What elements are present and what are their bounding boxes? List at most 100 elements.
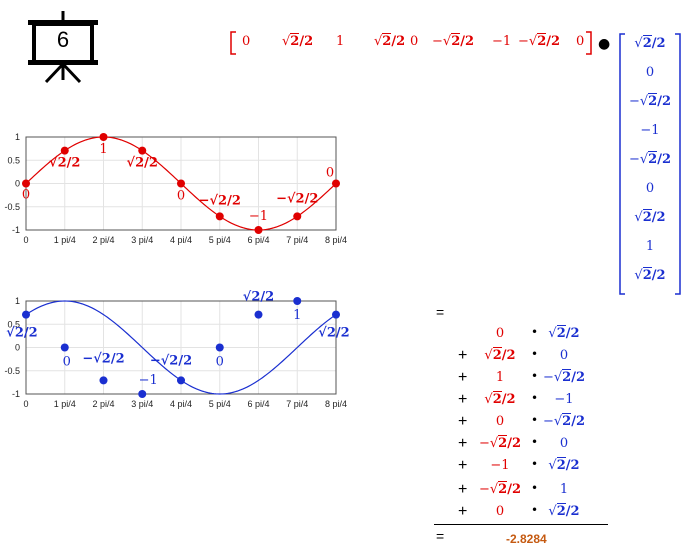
data-label: 0 bbox=[63, 355, 71, 370]
data-point bbox=[332, 310, 340, 319]
data-point bbox=[332, 179, 340, 188]
x-tick-label: 1 pi/4 bbox=[54, 235, 76, 245]
data-label: √2/2 bbox=[6, 326, 37, 341]
data-label: −1 bbox=[139, 373, 158, 388]
row-vector-entry: 1 bbox=[336, 34, 345, 49]
product-term-left: −1 bbox=[490, 458, 510, 473]
data-point bbox=[60, 146, 69, 155]
product-term-left: −√2/2 bbox=[478, 435, 522, 451]
plus-sign: + bbox=[458, 413, 468, 430]
column-vector-entry: −√2/2 bbox=[628, 93, 672, 109]
equals-sign-top: = bbox=[436, 304, 445, 320]
data-point bbox=[22, 310, 30, 319]
product-term-right: √2/2 bbox=[548, 325, 580, 341]
data-point bbox=[293, 297, 302, 305]
multiply-operator: • bbox=[531, 369, 539, 383]
data-label: −√2/2 bbox=[150, 353, 192, 368]
multiply-operator: • bbox=[531, 391, 539, 405]
y-tick-label: 0.5 bbox=[7, 319, 20, 329]
plus-sign: + bbox=[458, 369, 468, 386]
y-tick-label: 1 bbox=[15, 132, 20, 142]
product-term-right: 0 bbox=[559, 436, 569, 451]
data-label: √2/2 bbox=[49, 156, 80, 171]
row-vector-entry: √2/2 bbox=[282, 33, 314, 49]
x-tick-label: 3 pi/4 bbox=[131, 399, 153, 409]
plus-sign: + bbox=[458, 391, 468, 408]
row-vector-entry: −1 bbox=[492, 34, 512, 49]
product-row: + √2/2 • 0 bbox=[440, 347, 640, 370]
data-label: √2/2 bbox=[318, 326, 349, 341]
sum-divider bbox=[434, 524, 608, 525]
row-vector-entry: −√2/2 bbox=[432, 33, 475, 49]
column-vector-entry: 1 bbox=[645, 239, 655, 254]
product-term-left: √2/2 bbox=[484, 347, 516, 363]
plus-sign: + bbox=[458, 435, 468, 452]
y-tick-label: -0.5 bbox=[4, 202, 20, 212]
x-tick-label: 8 pi/4 bbox=[325, 235, 347, 245]
slide-number: 6 bbox=[56, 27, 70, 52]
product-term-right: 0 bbox=[559, 348, 569, 363]
data-point bbox=[177, 376, 185, 385]
dot-product-result: -2.8284 bbox=[506, 532, 547, 546]
column-vector-entry: −√2/2 bbox=[628, 151, 672, 167]
data-label: 1 bbox=[293, 308, 301, 323]
data-label: −√2/2 bbox=[199, 193, 241, 208]
product-row: +0 • −√2/2 bbox=[440, 413, 640, 436]
y-tick-label: 0 bbox=[15, 343, 20, 353]
column-vector-entry: 0 bbox=[645, 65, 655, 80]
multiply-operator: • bbox=[531, 435, 539, 449]
multiply-operator: • bbox=[531, 347, 539, 361]
y-tick-label: -1 bbox=[12, 389, 20, 399]
product-term-right: 1 bbox=[559, 482, 569, 497]
equals-sign-bottom: = bbox=[436, 528, 445, 544]
x-tick-label: 6 pi/4 bbox=[247, 235, 269, 245]
dot-product-expansion: 0 • √2/2 + √2/2 • 0 +1 • −√2/2 + √2/2 • −1 +0 • −√2/2 + −√… bbox=[440, 325, 640, 526]
multiply-operator: • bbox=[531, 503, 539, 517]
sine-chart-blue: 10.50-0.5-10 1 pi/4 2 pi/4 3 pi/4 4 pi/4 5 pi… bbox=[4, 290, 349, 409]
x-tick-label: 8 pi/4 bbox=[325, 399, 347, 409]
product-row: +0 • √2/2 bbox=[440, 503, 640, 526]
product-row: +1 • −√2/2 bbox=[440, 369, 640, 392]
data-label: √2/2 bbox=[243, 290, 274, 305]
product-term-left: 0 bbox=[495, 504, 505, 519]
data-point bbox=[215, 343, 224, 352]
data-label: 1 bbox=[99, 142, 107, 157]
product-row: + √2/2 • −1 bbox=[440, 391, 640, 414]
plus-sign: + bbox=[458, 481, 468, 498]
presentation-board-icon bbox=[28, 11, 98, 84]
x-tick-label: 5 pi/4 bbox=[209, 399, 231, 409]
data-point bbox=[99, 133, 108, 141]
column-vector-entry: √2/2 bbox=[634, 209, 666, 225]
data-label: 0 bbox=[177, 189, 185, 204]
column-vector-entry: 0 bbox=[645, 181, 655, 196]
product-term-right: √2/2 bbox=[548, 503, 580, 519]
x-tick-label: 2 pi/4 bbox=[92, 399, 114, 409]
multiply-operator: • bbox=[531, 457, 539, 471]
data-label: 0 bbox=[22, 188, 30, 203]
x-tick-label: 1 pi/4 bbox=[54, 399, 76, 409]
product-term-left: √2/2 bbox=[484, 391, 516, 407]
plus-sign: + bbox=[458, 503, 468, 520]
x-tick-label: 0 bbox=[23, 399, 28, 409]
data-point bbox=[138, 146, 147, 155]
x-tick-label: 0 bbox=[23, 235, 28, 245]
product-term-right: −√2/2 bbox=[542, 369, 586, 385]
multiply-operator: • bbox=[531, 481, 539, 495]
product-row: + −√2/2 • 0 bbox=[440, 435, 640, 458]
plot-frame bbox=[25, 300, 337, 395]
row-vector-entry: 0 bbox=[410, 34, 419, 49]
y-tick-label: 1 bbox=[15, 296, 20, 306]
x-tick-label: 6 pi/4 bbox=[247, 399, 269, 409]
product-row: + −1 • √2/2 bbox=[440, 457, 640, 480]
data-point bbox=[99, 376, 108, 385]
plus-sign: + bbox=[458, 347, 468, 364]
row-vector-entry: √2/2 bbox=[374, 33, 406, 49]
x-tick-label: 2 pi/4 bbox=[92, 235, 114, 245]
column-vector-brackets bbox=[619, 33, 681, 295]
product-row: 0 • √2/2 bbox=[440, 325, 640, 348]
data-point bbox=[177, 179, 185, 188]
row-vector-brackets bbox=[230, 31, 592, 55]
row-vector: 0 √2/2 1 √2/2 0 −√2/2 −1 −√2/2 0 bbox=[226, 30, 596, 56]
data-point bbox=[254, 310, 263, 319]
data-point bbox=[293, 212, 302, 221]
